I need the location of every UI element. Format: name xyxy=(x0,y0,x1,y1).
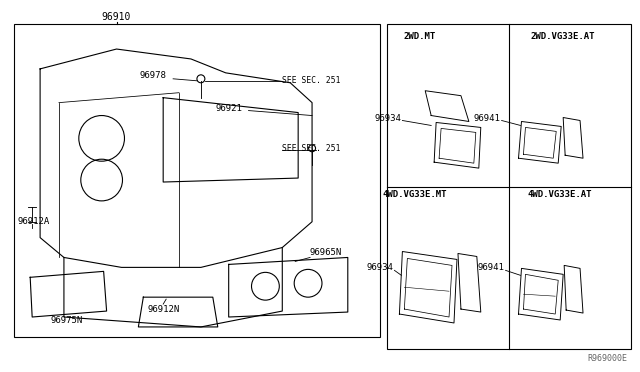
Text: SEE SEC. 251: SEE SEC. 251 xyxy=(282,76,340,85)
Text: 2WD.VG33E.AT: 2WD.VG33E.AT xyxy=(531,32,595,41)
Bar xyxy=(387,24,630,349)
Text: 96921: 96921 xyxy=(215,104,242,113)
Text: 4WD.VG33E.AT: 4WD.VG33E.AT xyxy=(528,190,593,199)
Text: 96934: 96934 xyxy=(367,263,394,272)
Text: 96912A: 96912A xyxy=(17,217,49,226)
Text: 96978: 96978 xyxy=(140,71,166,80)
Text: 4WD.VG33E.MT: 4WD.VG33E.MT xyxy=(382,190,447,199)
Text: 96912N: 96912N xyxy=(147,305,179,314)
Text: 96934: 96934 xyxy=(374,114,401,123)
Text: 96965N: 96965N xyxy=(310,248,342,257)
Text: 96941: 96941 xyxy=(474,114,500,123)
Text: SEE SEC. 251: SEE SEC. 251 xyxy=(282,144,340,153)
Text: R969000E: R969000E xyxy=(588,354,628,363)
Text: 96975N: 96975N xyxy=(51,317,83,326)
Text: 2WD.MT: 2WD.MT xyxy=(403,32,435,41)
Bar xyxy=(14,24,380,337)
Text: 96910: 96910 xyxy=(102,12,131,22)
Text: 96941: 96941 xyxy=(477,263,504,272)
